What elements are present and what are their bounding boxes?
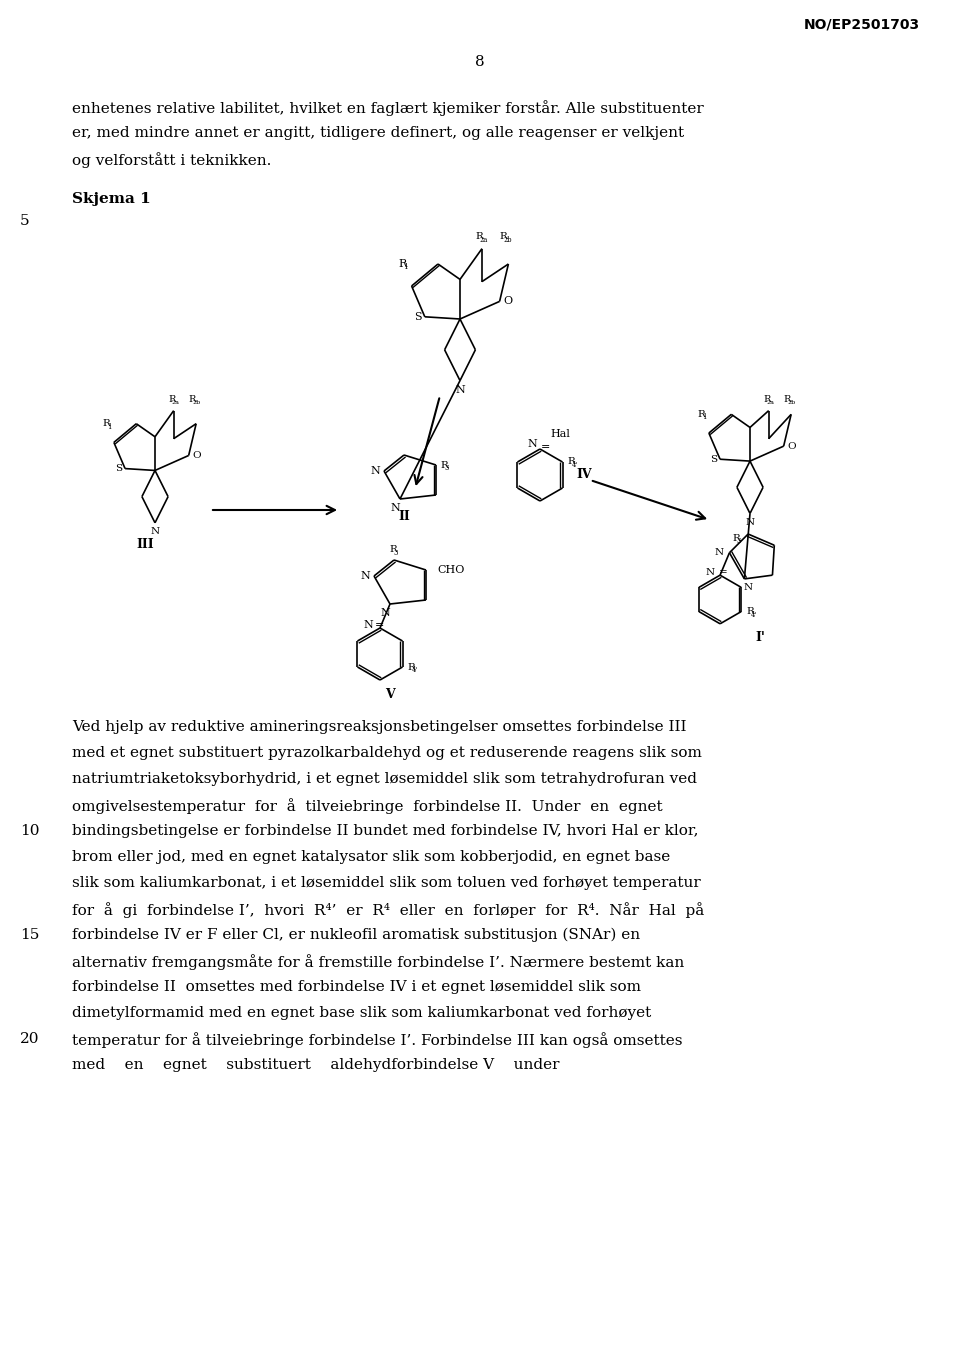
- Text: R: R: [475, 232, 483, 241]
- Text: R: R: [389, 546, 396, 555]
- Text: Skjema 1: Skjema 1: [72, 192, 151, 206]
- Text: 10: 10: [20, 824, 39, 837]
- Text: slik som kaliumkarbonat, i et løsemiddel slik som toluen ved forhøyet temperatur: slik som kaliumkarbonat, i et løsemiddel…: [72, 876, 701, 889]
- Text: 3: 3: [736, 537, 740, 546]
- Text: 2b: 2b: [193, 400, 201, 405]
- Text: S: S: [115, 464, 123, 473]
- Text: =: =: [375, 621, 385, 630]
- Text: N: N: [380, 608, 390, 618]
- Text: =: =: [540, 442, 550, 451]
- Text: III: III: [137, 539, 155, 551]
- Text: N: N: [363, 621, 372, 630]
- Text: II: II: [398, 510, 410, 524]
- Text: R: R: [103, 419, 110, 428]
- Text: med et egnet substituert pyrazolkarbaldehyd og et reduserende reagens slik som: med et egnet substituert pyrazolkarbalde…: [72, 746, 702, 760]
- Text: N: N: [455, 385, 465, 394]
- Text: S: S: [710, 454, 718, 464]
- Text: bindingsbetingelse er forbindelse II bundet med forbindelse IV, hvori Hal er klo: bindingsbetingelse er forbindelse II bun…: [72, 824, 699, 837]
- Text: omgivelsestemperatur  for  å  tilveiebringe  forbindelse II.  Under  en  egnet: omgivelsestemperatur for å tilveiebringe…: [72, 798, 662, 814]
- Text: V: V: [385, 687, 395, 701]
- Text: S: S: [414, 312, 421, 322]
- Text: N: N: [706, 567, 714, 577]
- Text: 5: 5: [20, 214, 30, 228]
- Text: 2b: 2b: [787, 400, 796, 405]
- Text: O: O: [503, 296, 513, 307]
- Text: 1: 1: [702, 413, 707, 421]
- Text: dimetylformamid med en egnet base slik som kaliumkarbonat ved forhøyet: dimetylformamid med en egnet base slik s…: [72, 1007, 651, 1020]
- Text: forbindelse IV er F eller Cl, er nukleofil aromatisk substitusjon (SNAr) en: forbindelse IV er F eller Cl, er nukleof…: [72, 928, 640, 943]
- Text: R: R: [783, 396, 791, 404]
- Text: Ved hjelp av reduktive amineringsreaksjonsbetingelser omsettes forbindelse III: Ved hjelp av reduktive amineringsreaksjo…: [72, 720, 686, 734]
- Text: I': I': [756, 632, 765, 644]
- Text: 1: 1: [403, 263, 408, 271]
- Text: N: N: [151, 528, 159, 536]
- Text: R: R: [746, 607, 754, 617]
- Text: 2a: 2a: [767, 400, 775, 405]
- Text: 3: 3: [444, 464, 448, 472]
- Text: R: R: [567, 457, 575, 466]
- Text: er, med mindre annet er angitt, tidligere definert, og alle reagenser er velkjen: er, med mindre annet er angitt, tidliger…: [72, 125, 684, 140]
- Text: R: R: [732, 533, 740, 543]
- Text: N: N: [371, 466, 380, 476]
- Text: 15: 15: [20, 928, 39, 943]
- Text: 4': 4': [571, 461, 578, 469]
- Text: IV: IV: [576, 468, 591, 481]
- Text: 4': 4': [412, 666, 418, 674]
- Text: CHO: CHO: [438, 565, 465, 576]
- Text: 8: 8: [475, 55, 485, 70]
- Text: brom eller jod, med en egnet katalysator slik som kobberjodid, en egnet base: brom eller jod, med en egnet katalysator…: [72, 850, 670, 863]
- Text: R: R: [499, 232, 507, 241]
- Text: temperatur for å tilveiebringe forbindelse I’. Forbindelse III kan også omsettes: temperatur for å tilveiebringe forbindel…: [72, 1033, 683, 1048]
- Text: R: R: [440, 461, 447, 469]
- Text: N: N: [390, 503, 400, 513]
- Text: O: O: [192, 451, 201, 460]
- Text: 2a: 2a: [480, 236, 488, 244]
- Text: R: R: [763, 396, 771, 404]
- Text: R: R: [189, 396, 196, 404]
- Text: NO/EP2501703: NO/EP2501703: [804, 18, 920, 31]
- Text: 4': 4': [751, 611, 756, 619]
- Text: Hal: Hal: [550, 430, 570, 439]
- Text: R: R: [407, 663, 416, 671]
- Text: 2a: 2a: [172, 400, 180, 405]
- Text: N: N: [744, 584, 753, 592]
- Text: med    en    egnet    substituert    aldehydforbindelse V    under: med en egnet substituert aldehydforbinde…: [72, 1058, 560, 1072]
- Text: natriumtriaketoksyborhydrid, i et egnet løsemiddel slik som tetrahydrofuran ved: natriumtriaketoksyborhydrid, i et egnet …: [72, 772, 697, 786]
- Text: R: R: [698, 409, 706, 419]
- Text: R: R: [168, 396, 176, 404]
- Text: enhetenes relative labilitet, hvilket en faglært kjemiker forstår. Alle substitu: enhetenes relative labilitet, hvilket en…: [72, 100, 704, 116]
- Text: R: R: [398, 259, 407, 269]
- Text: =: =: [719, 567, 728, 577]
- Text: 2b: 2b: [504, 236, 513, 244]
- Text: N: N: [715, 548, 724, 558]
- Text: N: N: [527, 439, 537, 449]
- Text: og velforstått i teknikken.: og velforstått i teknikken.: [72, 151, 272, 168]
- Text: alternativ fremgangsmåte for å fremstille forbindelse I’. Nærmere bestemt kan: alternativ fremgangsmåte for å fremstill…: [72, 953, 684, 970]
- Text: N: N: [360, 572, 370, 581]
- Text: O: O: [787, 442, 796, 450]
- Text: 1: 1: [107, 423, 111, 431]
- Text: 20: 20: [20, 1033, 39, 1046]
- Text: 3: 3: [394, 548, 397, 557]
- Text: for  å  gi  forbindelse I’,  hvori  R⁴’  er  R⁴  eller  en  forløper  for  R⁴.  : for å gi forbindelse I’, hvori R⁴’ er R⁴…: [72, 902, 705, 918]
- Text: N: N: [745, 518, 755, 527]
- Text: forbindelse II  omsettes med forbindelse IV i et egnet løsemiddel slik som: forbindelse II omsettes med forbindelse …: [72, 979, 641, 994]
